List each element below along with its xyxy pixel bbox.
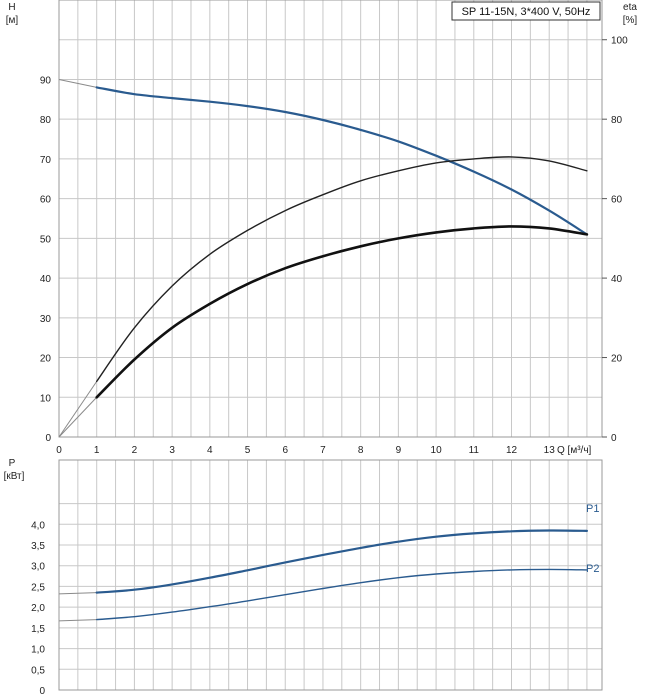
bottom-panel-grid bbox=[58, 459, 603, 691]
top-y-tick-label: 0 bbox=[45, 433, 51, 444]
bottom-y-tick-label: 1,0 bbox=[31, 645, 45, 656]
bottom-y-tick-label: 1,5 bbox=[31, 624, 45, 635]
x-tick-label: 12 bbox=[506, 445, 518, 456]
p1-label: P1 bbox=[586, 503, 599, 515]
top-y-tick-label: 80 bbox=[40, 115, 52, 126]
right-y-tick-label: 40 bbox=[611, 274, 623, 285]
p2-extension bbox=[58, 619, 97, 622]
bottom-y-tick-label: 2,0 bbox=[31, 603, 45, 614]
x-tick-label: 5 bbox=[245, 445, 251, 456]
right-y-tick-label: 20 bbox=[611, 354, 623, 365]
bottom-y-tick-label: 0 bbox=[39, 686, 45, 697]
head-curve bbox=[95, 86, 588, 236]
legend-text: SP 11-15N, 3*400 V, 50Hz bbox=[462, 6, 591, 18]
tick-labels: 0 1 2 3 4 5 6 7 8 9 10 11 12 130102030405060708090020… bbox=[31, 36, 628, 697]
x-tick-label: 7 bbox=[320, 445, 326, 456]
top-y-tick-label: 90 bbox=[40, 75, 52, 86]
top-panel-grid bbox=[58, 0, 603, 438]
x-tick-label: 0 bbox=[56, 445, 62, 456]
x-tick-label: 10 bbox=[431, 445, 443, 456]
right-y-tick-label: 100 bbox=[611, 36, 628, 47]
bottom-plot-frame bbox=[58, 459, 603, 691]
eta-upper-curve bbox=[96, 156, 588, 383]
x-tick-label: 11 bbox=[469, 445, 480, 456]
series-layer bbox=[58, 78, 589, 622]
legend-box bbox=[451, 1, 601, 21]
x-tick-label: 2 bbox=[132, 445, 138, 456]
x-tick-label: 4 bbox=[207, 445, 213, 456]
x-tick-label: 6 bbox=[282, 445, 288, 456]
top-y-tick-label: 70 bbox=[40, 155, 52, 166]
eta-lower-extension bbox=[58, 396, 98, 438]
x-tick-label: 1 bbox=[94, 445, 100, 456]
right-y-axis-title: eta bbox=[623, 2, 637, 13]
p2-curve bbox=[96, 568, 588, 621]
bottom-y-tick-label: 3,0 bbox=[31, 562, 45, 573]
head-extension bbox=[58, 78, 97, 88]
top-y-tick-label: 50 bbox=[40, 234, 52, 245]
bottom-y-tick-label: 4,0 bbox=[31, 520, 45, 531]
x-tick-label: 3 bbox=[169, 445, 175, 456]
top-y-tick-label: 60 bbox=[40, 195, 52, 206]
right-y-tick-label: 0 bbox=[611, 433, 617, 444]
p1-curve bbox=[95, 529, 588, 594]
top-y-tick-label: 30 bbox=[40, 314, 52, 325]
top-y-tick-label: 40 bbox=[40, 274, 52, 285]
x-axis-title: Q [м³/ч] bbox=[557, 445, 592, 456]
top-y-axis-title: H bbox=[8, 2, 15, 13]
eta-lower-curve bbox=[95, 225, 589, 399]
right-y-tick-label: 60 bbox=[611, 195, 623, 206]
bottom-y-tick-label: 3,5 bbox=[31, 541, 45, 552]
bottom-y-tick-label: 0,5 bbox=[31, 665, 45, 676]
eta-upper-extension bbox=[58, 381, 98, 438]
bottom-y-axis-unit: [кВт] bbox=[4, 471, 25, 482]
top-y-tick-label: 10 bbox=[40, 393, 52, 404]
x-tick-label: 9 bbox=[396, 445, 402, 456]
x-tick-label: 13 bbox=[544, 445, 556, 456]
x-tick-label: 8 bbox=[358, 445, 364, 456]
top-y-axis-unit: [м] bbox=[6, 15, 19, 26]
top-y-tick-label: 20 bbox=[40, 354, 52, 365]
bottom-y-tick-label: 2,5 bbox=[31, 582, 45, 593]
p2-label: P2 bbox=[586, 563, 599, 575]
right-y-axis-unit: [%] bbox=[623, 15, 638, 26]
bottom-y-axis-title: P bbox=[9, 458, 16, 469]
top-plot-frame bbox=[58, 0, 603, 438]
p1-extension bbox=[58, 592, 97, 595]
right-y-tick-label: 80 bbox=[611, 115, 623, 126]
